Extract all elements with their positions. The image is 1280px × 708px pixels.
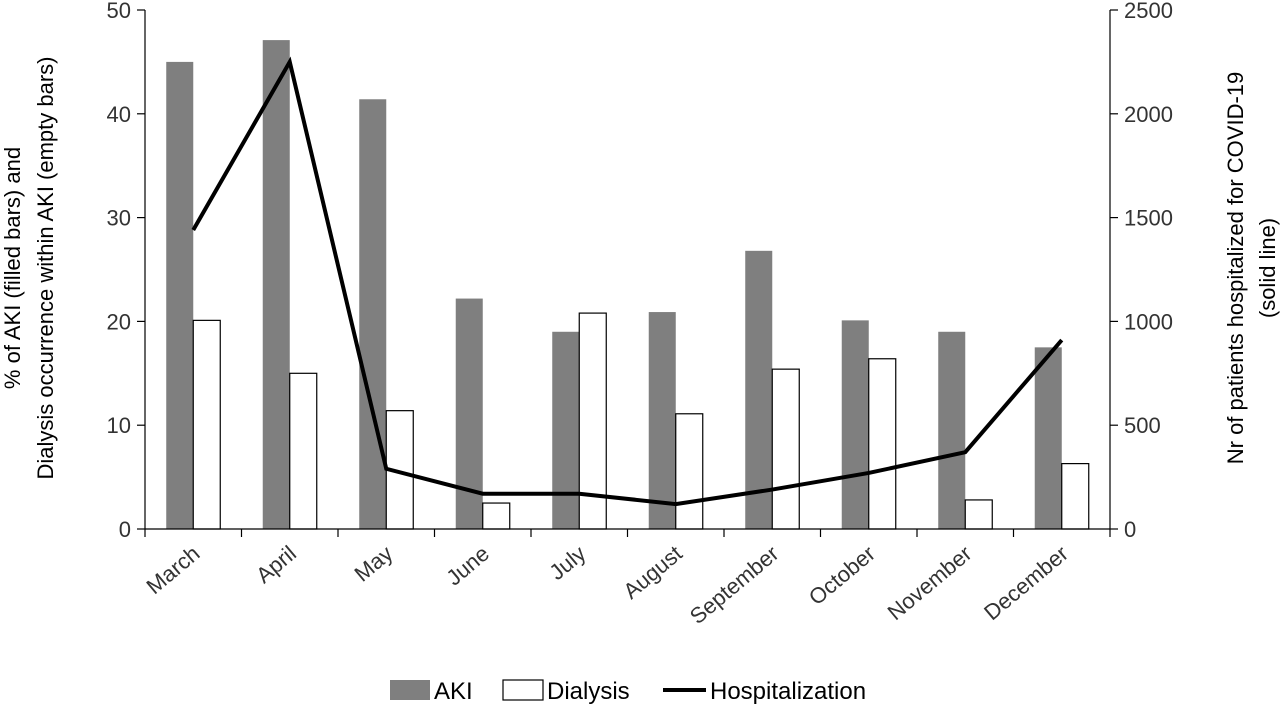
legend: AKI Dialysis Hospitalization [390, 678, 866, 705]
left-tick-label: 0 [119, 517, 131, 542]
x-tick-label-october: October [804, 541, 880, 610]
bar-aki-august [648, 312, 676, 529]
right-tick-label: 1500 [1124, 206, 1173, 231]
left-tick-label: 10 [107, 413, 131, 438]
x-tick-label-march: March [142, 541, 205, 599]
bar-dialysis-august [675, 413, 704, 530]
line-layer [191, 56, 1064, 507]
bar-dialysis-april [289, 372, 318, 530]
x-tick-label-december: December [979, 541, 1073, 625]
left-tick-label: 30 [107, 206, 131, 231]
bar-dialysis-november [964, 499, 993, 530]
left-tick-label: 20 [107, 309, 131, 334]
bar-aki-march [166, 61, 194, 530]
left-tick-label: 40 [107, 102, 131, 127]
bar-dialysis-june [482, 502, 511, 530]
line-hospitalization [191, 56, 1064, 507]
bar-dialysis-september [771, 368, 800, 530]
x-tick-label-july: July [544, 541, 590, 585]
bar-aki-october [841, 320, 869, 529]
bar-aki-april [262, 40, 290, 530]
legend-label-hospitalization: Hospitalization [710, 678, 866, 705]
left-tick-label: 50 [107, 0, 131, 23]
bar-aki-may [359, 99, 387, 529]
legend-swatch-aki [390, 680, 430, 700]
bar-dialysis-december [1061, 463, 1090, 530]
right-axis-title-line1: Nr of patients hospitalized for COVID-19 [1223, 72, 1248, 465]
legend-label-aki: AKI [434, 678, 473, 705]
right-tick-label: 2000 [1124, 102, 1173, 127]
legend-label-dialysis: Dialysis [547, 678, 630, 705]
right-tick-label: 0 [1124, 517, 1136, 542]
bar-aki-december [1034, 347, 1062, 529]
right-tick-label: 1000 [1124, 309, 1173, 334]
legend-swatch-dialysis [502, 679, 544, 701]
x-tick-label-may: May [350, 541, 398, 587]
x-tick-label-april: April [251, 541, 301, 588]
x-tick-label-september: September [685, 541, 784, 629]
right-tick-label: 500 [1124, 413, 1161, 438]
x-tick-label-november: November [883, 541, 977, 625]
left-axis-title-line2: Dialysis occurrence within AKI (empty ba… [33, 56, 58, 479]
right-tick-label: 2500 [1124, 0, 1173, 23]
bar-aki-september [745, 250, 773, 530]
left-axis-title-line1: % of AKI (filled bars) and [0, 147, 25, 389]
x-tick-label-june: June [441, 541, 494, 591]
bar-dialysis-march [192, 319, 221, 530]
bar-aki-july [552, 331, 580, 529]
x-tick-label-august: August [618, 541, 687, 604]
right-axis-title-line2: (solid line) [1255, 218, 1280, 318]
bar-dialysis-october [868, 358, 897, 530]
bar-aki-november [938, 331, 966, 529]
